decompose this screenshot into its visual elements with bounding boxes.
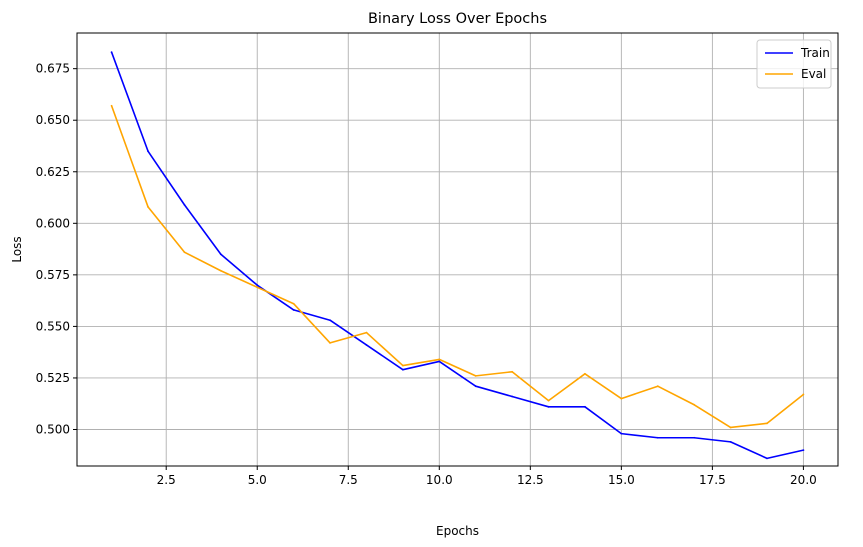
data-point-eval xyxy=(329,342,331,344)
y-tick-label: 0.675 xyxy=(36,62,70,76)
data-point-train xyxy=(729,440,732,443)
y-tick-label: 0.575 xyxy=(36,268,70,282)
data-point-train xyxy=(292,309,295,311)
y-tick-label: 0.500 xyxy=(36,423,70,437)
x-tick-label: 5.0 xyxy=(248,473,267,487)
data-point-eval xyxy=(511,370,514,373)
plot-frame xyxy=(76,32,839,467)
data-point-train xyxy=(620,432,623,435)
legend-box xyxy=(756,39,832,89)
x-tick-label: 17.5 xyxy=(699,473,726,487)
x-tick-label: 10.0 xyxy=(426,473,453,487)
data-point-train xyxy=(110,51,113,54)
y-tick-label: 0.550 xyxy=(36,319,70,333)
data-point-train xyxy=(256,284,259,287)
y-tick-label: 0.600 xyxy=(36,216,70,230)
data-point-eval xyxy=(584,372,586,375)
grid-lines xyxy=(77,33,838,466)
x-tick-label: 20.0 xyxy=(790,473,817,487)
data-point-train xyxy=(147,150,149,153)
data-point-eval xyxy=(110,104,113,107)
chart-title: Binary Loss Over Epochs xyxy=(368,11,547,27)
data-point-train xyxy=(219,253,222,256)
data-point-train xyxy=(365,344,368,346)
data-point-train xyxy=(802,449,805,452)
y-tick-label: 0.525 xyxy=(36,371,70,385)
y-axis-label: Loss xyxy=(10,236,24,262)
data-point-eval xyxy=(802,393,805,396)
data-point-eval xyxy=(766,422,768,425)
data-point-train xyxy=(183,203,186,206)
legend-label-eval: Eval xyxy=(801,67,826,81)
data-point-eval xyxy=(401,364,404,367)
data-point-train xyxy=(438,360,441,363)
x-tick-label: 12.5 xyxy=(517,473,544,487)
data-point-eval xyxy=(620,397,623,400)
series-line-eval xyxy=(110,105,804,429)
x-tick-label: 15.0 xyxy=(608,473,635,487)
y-tick-label: 0.625 xyxy=(36,165,70,179)
series-layer xyxy=(110,51,805,460)
data-point-eval xyxy=(547,399,550,402)
x-tick-label: 7.5 xyxy=(339,473,358,487)
data-point-eval xyxy=(147,205,149,208)
data-point-train xyxy=(401,368,404,371)
data-point-train xyxy=(766,457,768,460)
data-point-eval xyxy=(292,302,295,305)
data-point-eval xyxy=(219,269,222,272)
x-axis-label: Epochs xyxy=(436,524,479,538)
data-point-eval xyxy=(183,251,186,254)
data-point-eval xyxy=(365,331,368,334)
data-point-train xyxy=(584,405,586,408)
data-point-eval xyxy=(729,426,732,429)
data-point-eval xyxy=(438,358,441,361)
data-point-train xyxy=(547,405,550,408)
x-axis: 2.5 5.0 7.5 10.0 12.5 15.0 17.5 20.0 xyxy=(157,466,817,487)
data-point-train xyxy=(474,385,477,388)
legend: Train Eval xyxy=(756,39,832,89)
data-point-train xyxy=(329,319,331,322)
data-point-train xyxy=(656,436,659,439)
data-point-train xyxy=(693,436,696,439)
y-tick-label: 0.650 xyxy=(36,113,70,127)
data-point-eval xyxy=(693,403,696,406)
data-point-eval xyxy=(656,385,659,388)
series-line-train xyxy=(110,51,804,460)
x-tick-label: 2.5 xyxy=(157,473,176,487)
data-point-eval xyxy=(256,286,259,289)
data-point-eval xyxy=(474,374,477,377)
data-point-train xyxy=(511,395,514,398)
legend-label-train: Train xyxy=(800,46,830,60)
y-axis: 0.500 0.525 0.550 0.575 0.600 0.625 0.650 0.675 xyxy=(36,62,77,437)
